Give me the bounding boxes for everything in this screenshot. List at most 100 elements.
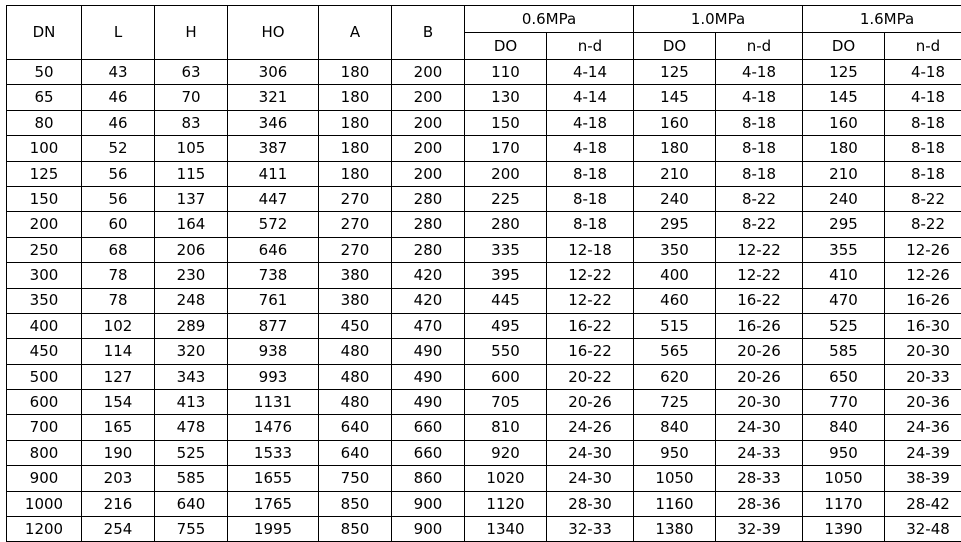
cell-0-6mpa-do: 705 bbox=[465, 390, 547, 415]
cell-1-6mpa-do: 180 bbox=[803, 136, 885, 161]
column-header-1-6mpa-do: DO bbox=[803, 33, 885, 60]
cell-l: 190 bbox=[82, 440, 155, 465]
cell-1-0mpa-nd: 4-18 bbox=[716, 85, 803, 110]
cell-h: 230 bbox=[155, 263, 228, 288]
cell-1-6mpa-nd: 16-30 bbox=[885, 313, 961, 338]
cell-h: 755 bbox=[155, 517, 228, 542]
cell-0-6mpa-nd: 12-18 bbox=[547, 237, 634, 262]
cell-0-6mpa-nd: 8-18 bbox=[547, 161, 634, 186]
column-header-0-6mpa-do: DO bbox=[465, 33, 547, 60]
cell-0-6mpa-nd: 16-22 bbox=[547, 313, 634, 338]
cell-a: 270 bbox=[319, 237, 392, 262]
cell-0-6mpa-do: 395 bbox=[465, 263, 547, 288]
cell-1-6mpa-do: 210 bbox=[803, 161, 885, 186]
cell-ho: 761 bbox=[228, 288, 319, 313]
cell-0-6mpa-do: 200 bbox=[465, 161, 547, 186]
cell-b: 200 bbox=[392, 136, 465, 161]
cell-b: 200 bbox=[392, 85, 465, 110]
cell-1-6mpa-nd: 8-18 bbox=[885, 136, 961, 161]
cell-1-0mpa-do: 950 bbox=[634, 440, 716, 465]
cell-0-6mpa-nd: 20-22 bbox=[547, 364, 634, 389]
cell-1-6mpa-do: 770 bbox=[803, 390, 885, 415]
cell-h: 640 bbox=[155, 491, 228, 516]
cell-ho: 1655 bbox=[228, 466, 319, 491]
cell-1-6mpa-do: 295 bbox=[803, 212, 885, 237]
cell-ho: 306 bbox=[228, 60, 319, 85]
cell-0-6mpa-do: 1340 bbox=[465, 517, 547, 542]
cell-1-0mpa-do: 1050 bbox=[634, 466, 716, 491]
cell-1-0mpa-nd: 12-22 bbox=[716, 263, 803, 288]
cell-1-0mpa-do: 1380 bbox=[634, 517, 716, 542]
cell-l: 78 bbox=[82, 263, 155, 288]
cell-0-6mpa-nd: 4-18 bbox=[547, 136, 634, 161]
cell-1-6mpa-nd: 4-18 bbox=[885, 60, 961, 85]
cell-dn: 1200 bbox=[7, 517, 82, 542]
cell-b: 420 bbox=[392, 263, 465, 288]
cell-a: 640 bbox=[319, 415, 392, 440]
cell-b: 490 bbox=[392, 364, 465, 389]
column-header-a: A bbox=[319, 6, 392, 60]
cell-1-0mpa-do: 620 bbox=[634, 364, 716, 389]
cell-dn: 50 bbox=[7, 60, 82, 85]
cell-0-6mpa-do: 445 bbox=[465, 288, 547, 313]
cell-1-6mpa-do: 355 bbox=[803, 237, 885, 262]
cell-1-6mpa-do: 950 bbox=[803, 440, 885, 465]
cell-ho: 1476 bbox=[228, 415, 319, 440]
cell-dn: 400 bbox=[7, 313, 82, 338]
cell-a: 480 bbox=[319, 339, 392, 364]
cell-l: 216 bbox=[82, 491, 155, 516]
cell-1-6mpa-nd: 8-18 bbox=[885, 161, 961, 186]
cell-a: 480 bbox=[319, 390, 392, 415]
cell-1-0mpa-nd: 20-30 bbox=[716, 390, 803, 415]
cell-1-6mpa-nd: 20-30 bbox=[885, 339, 961, 364]
cell-1-0mpa-do: 145 bbox=[634, 85, 716, 110]
cell-l: 102 bbox=[82, 313, 155, 338]
group-header-1-6mpa: 1.6MPa bbox=[803, 6, 961, 33]
cell-1-6mpa-nd: 28-42 bbox=[885, 491, 961, 516]
cell-1-6mpa-do: 650 bbox=[803, 364, 885, 389]
cell-dn: 350 bbox=[7, 288, 82, 313]
cell-1-6mpa-do: 840 bbox=[803, 415, 885, 440]
cell-0-6mpa-do: 1020 bbox=[465, 466, 547, 491]
cell-b: 860 bbox=[392, 466, 465, 491]
cell-dn: 600 bbox=[7, 390, 82, 415]
cell-1-6mpa-nd: 12-26 bbox=[885, 237, 961, 262]
cell-0-6mpa-nd: 8-18 bbox=[547, 186, 634, 211]
cell-h: 137 bbox=[155, 186, 228, 211]
cell-l: 60 bbox=[82, 212, 155, 237]
cell-h: 115 bbox=[155, 161, 228, 186]
cell-l: 68 bbox=[82, 237, 155, 262]
cell-dn: 100 bbox=[7, 136, 82, 161]
cell-dn: 800 bbox=[7, 440, 82, 465]
cell-0-6mpa-do: 150 bbox=[465, 110, 547, 135]
cell-l: 56 bbox=[82, 186, 155, 211]
cell-0-6mpa-do: 170 bbox=[465, 136, 547, 161]
cell-1-6mpa-nd: 24-36 bbox=[885, 415, 961, 440]
cell-0-6mpa-do: 225 bbox=[465, 186, 547, 211]
column-header-1-0mpa-nd: n-d bbox=[716, 33, 803, 60]
cell-0-6mpa-nd: 16-22 bbox=[547, 339, 634, 364]
cell-0-6mpa-nd: 4-18 bbox=[547, 110, 634, 135]
cell-1-6mpa-do: 160 bbox=[803, 110, 885, 135]
cell-1-6mpa-nd: 38-39 bbox=[885, 466, 961, 491]
table-header: DN L H HO A B 0.6MPa 1.0MPa 1.6MPa DO n-… bbox=[7, 6, 961, 60]
cell-l: 254 bbox=[82, 517, 155, 542]
cell-1-0mpa-nd: 20-26 bbox=[716, 339, 803, 364]
cell-1-0mpa-nd: 8-22 bbox=[716, 212, 803, 237]
cell-1-6mpa-nd: 12-26 bbox=[885, 263, 961, 288]
cell-ho: 938 bbox=[228, 339, 319, 364]
cell-h: 164 bbox=[155, 212, 228, 237]
cell-dn: 700 bbox=[7, 415, 82, 440]
cell-0-6mpa-nd: 8-18 bbox=[547, 212, 634, 237]
cell-1-0mpa-do: 460 bbox=[634, 288, 716, 313]
cell-0-6mpa-do: 920 bbox=[465, 440, 547, 465]
cell-0-6mpa-do: 1120 bbox=[465, 491, 547, 516]
cell-a: 180 bbox=[319, 60, 392, 85]
valve-dimension-table: DN L H HO A B 0.6MPa 1.0MPa 1.6MPa DO n-… bbox=[6, 5, 961, 542]
column-header-h: H bbox=[155, 6, 228, 60]
